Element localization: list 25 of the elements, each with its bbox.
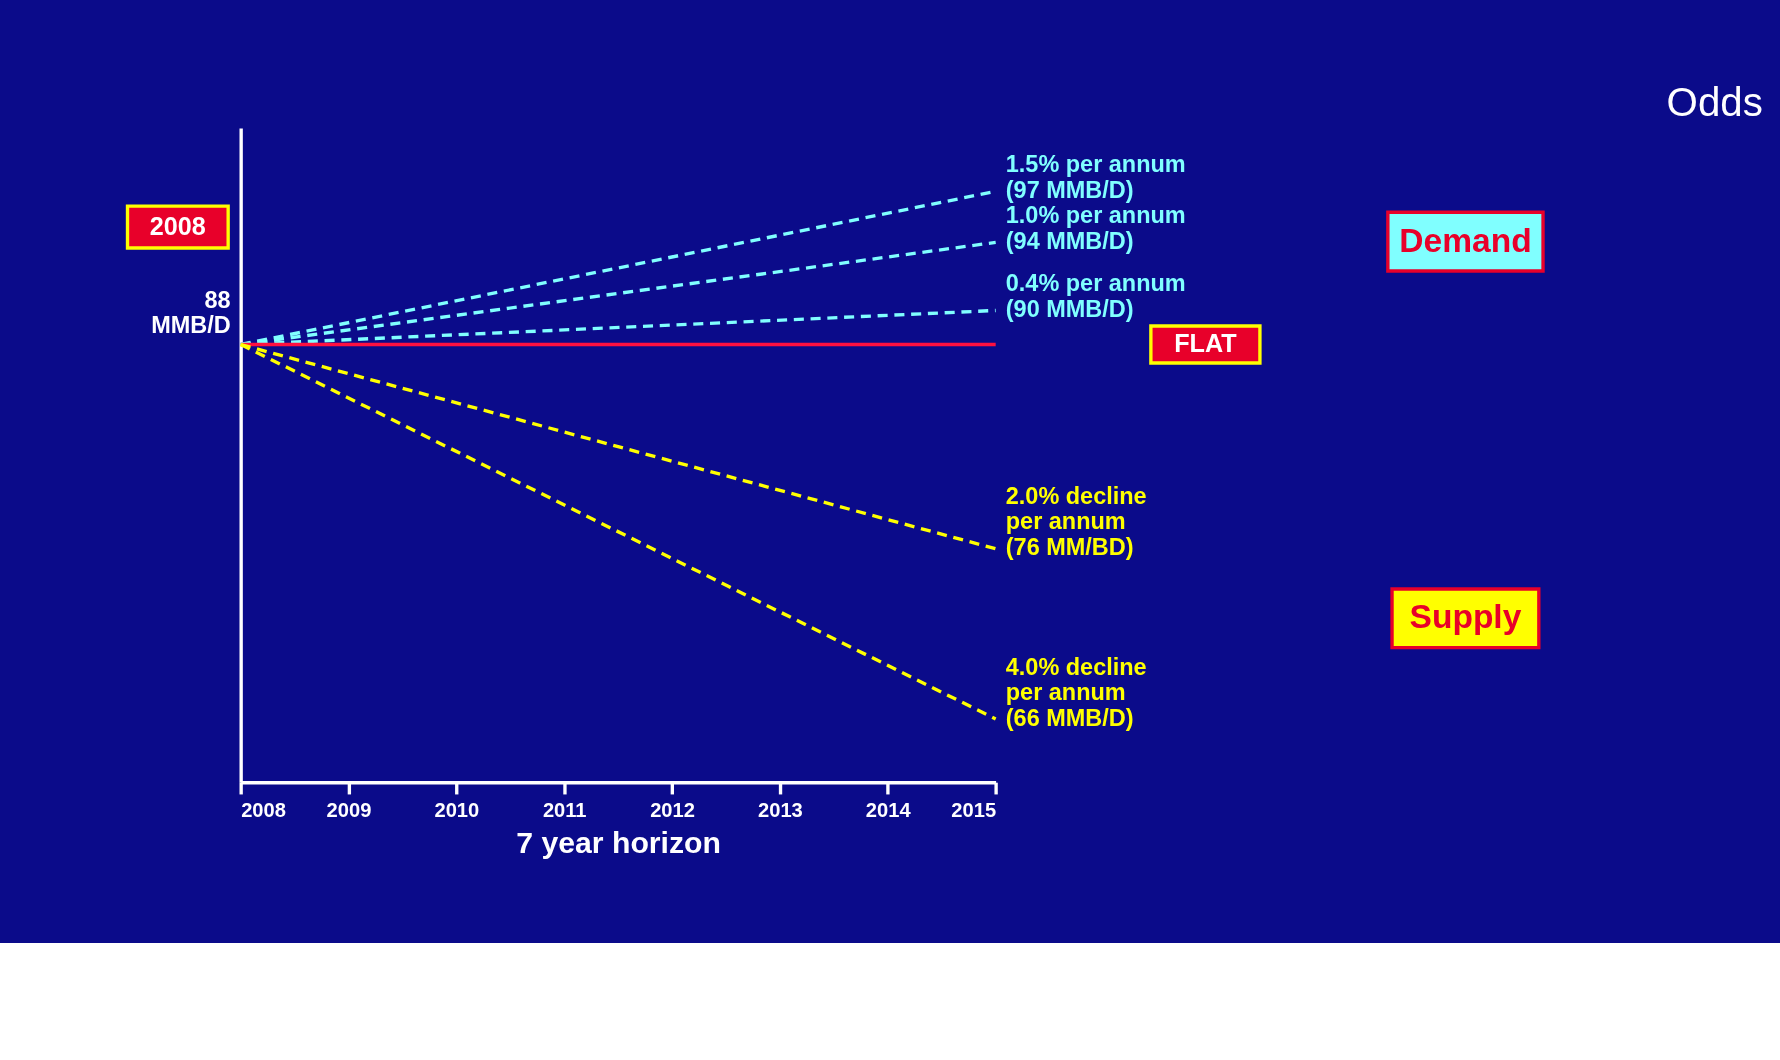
x-tick-label: 2011: [542, 799, 587, 822]
data-label: (90 MMB/D): [1005, 296, 1134, 323]
text: 2.0% decline per annum: [1005, 483, 1147, 535]
data-label: (94 MMB/D): [1005, 228, 1134, 255]
data-label: (66 MMB/D): [1005, 704, 1134, 731]
x-tick-label: 2012: [650, 799, 695, 822]
x-tick-label: 2014: [865, 799, 912, 822]
text: 1.5% per annum: [1005, 151, 1186, 178]
text: Odds: [1666, 80, 1763, 126]
x-tick-label: 2010: [434, 799, 480, 822]
text: 0.4% per annum: [1005, 270, 1186, 297]
x-axis-title: 7 year horizon: [516, 826, 721, 860]
text: FLAT: [1174, 329, 1238, 358]
data-label: 88 MMB/D: [151, 286, 231, 338]
text: 1.0% per annum: [1005, 202, 1186, 229]
text: Demand: [1399, 221, 1532, 259]
x-tick-label: 2008: [241, 799, 286, 822]
data-label: (76 MM/BD): [1005, 534, 1134, 561]
text: 4.0% decline per annum: [1005, 653, 1147, 705]
x-tick-label: 2015: [951, 799, 997, 822]
data-label: (97 MMB/D): [1005, 177, 1134, 204]
x-tick-label: 2013: [758, 799, 803, 822]
text: 2008: [149, 211, 206, 240]
x-tick-label: 2009: [326, 799, 372, 822]
text: Supply: [1409, 598, 1522, 636]
